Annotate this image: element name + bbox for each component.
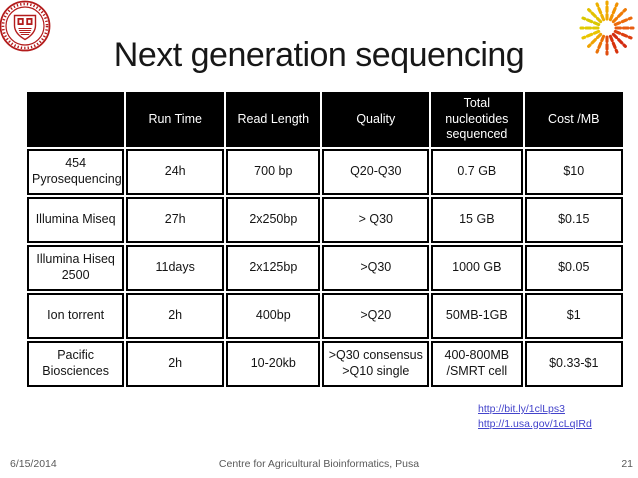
row-label: Illumina Miseq bbox=[27, 196, 125, 243]
cell-total-nucleotides: 0.7 GB bbox=[431, 148, 523, 195]
column-header-platform bbox=[27, 92, 125, 147]
row-label: 454 Pyrosequencing bbox=[27, 148, 125, 195]
cell-total-nucleotides: 1000 GB bbox=[431, 244, 523, 291]
cell-cost: $0.15 bbox=[524, 196, 623, 243]
cell-quality: Q20-Q30 bbox=[322, 148, 430, 195]
cell-quality: >Q30 consensus >Q10 single bbox=[322, 340, 430, 387]
footer-date: 6/15/2014 bbox=[10, 458, 57, 470]
table-row: Pacific Biosciences 2h 10-20kb >Q30 cons… bbox=[27, 340, 623, 387]
cell-cost: $10 bbox=[524, 148, 623, 195]
cell-run-time: 2h bbox=[126, 292, 225, 339]
hyperlink-usagov[interactable]: http://1.usa.gov/1cLqIRd bbox=[478, 417, 592, 430]
cell-run-time: 24h bbox=[126, 148, 225, 195]
hyperlink-list: http://bit.ly/1clLps3 http://1.usa.gov/1… bbox=[478, 402, 592, 431]
cell-read-length: 700 bp bbox=[226, 148, 321, 195]
table-row: 454 Pyrosequencing 24h 700 bp Q20-Q30 0.… bbox=[27, 148, 623, 195]
cell-quality: >Q30 bbox=[322, 244, 430, 291]
cell-cost: $0.05 bbox=[524, 244, 623, 291]
cell-total-nucleotides: 15 GB bbox=[431, 196, 523, 243]
cell-total-nucleotides: 50MB-1GB bbox=[431, 292, 523, 339]
sunburst-logo bbox=[579, 0, 635, 56]
cell-run-time: 2h bbox=[126, 340, 225, 387]
cornell-seal-logo bbox=[0, 0, 51, 52]
page-number: 21 bbox=[621, 458, 633, 470]
cell-cost: $0.33-$1 bbox=[524, 340, 623, 387]
slide-title: Next generation sequencing bbox=[113, 36, 525, 74]
table-row: Ion torrent 2h 400bp >Q20 50MB-1GB $1 bbox=[27, 292, 623, 339]
column-header-total-nucleotides: Total nucleotides sequenced bbox=[431, 92, 523, 147]
table-header-row: Run Time Read Length Quality Total nucle… bbox=[27, 92, 623, 147]
cell-total-nucleotides: 400-800MB /SMRT cell bbox=[431, 340, 523, 387]
cell-quality: > Q30 bbox=[322, 196, 430, 243]
cell-run-time: 27h bbox=[126, 196, 225, 243]
ngs-comparison-table: Run Time Read Length Quality Total nucle… bbox=[25, 90, 625, 389]
cell-read-length: 2x125bp bbox=[226, 244, 321, 291]
row-label: Pacific Biosciences bbox=[27, 340, 125, 387]
cell-run-time: 11days bbox=[126, 244, 225, 291]
row-label: Ion torrent bbox=[27, 292, 125, 339]
column-header-read-length: Read Length bbox=[226, 92, 321, 147]
table-row: Illumina Miseq 27h 2x250bp > Q30 15 GB $… bbox=[27, 196, 623, 243]
cell-read-length: 2x250bp bbox=[226, 196, 321, 243]
footer-center-text: Centre for Agricultural Bioinformatics, … bbox=[218, 458, 420, 470]
hyperlink-bitly[interactable]: http://bit.ly/1clLps3 bbox=[478, 403, 565, 415]
table-row: Illumina Hiseq 2500 11days 2x125bp >Q30 … bbox=[27, 244, 623, 291]
row-label: Illumina Hiseq 2500 bbox=[27, 244, 125, 291]
column-header-cost: Cost /MB bbox=[524, 92, 623, 147]
column-header-run-time: Run Time bbox=[126, 92, 225, 147]
cell-read-length: 400bp bbox=[226, 292, 321, 339]
cell-read-length: 10-20kb bbox=[226, 340, 321, 387]
cell-cost: $1 bbox=[524, 292, 623, 339]
slide-footer: 6/15/2014 Centre for Agricultural Bioinf… bbox=[0, 458, 638, 472]
cell-quality: >Q20 bbox=[322, 292, 430, 339]
column-header-quality: Quality bbox=[322, 92, 430, 147]
